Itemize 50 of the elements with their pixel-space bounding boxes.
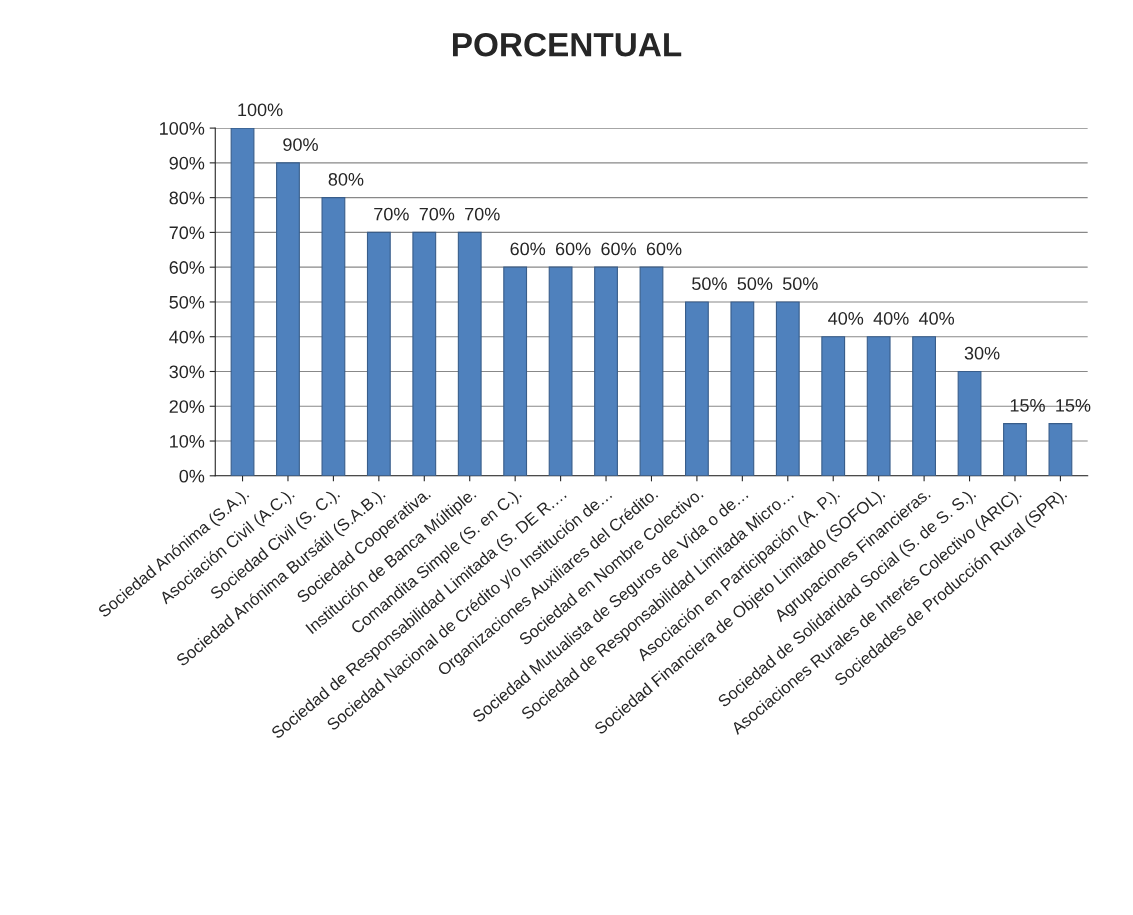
bar bbox=[1003, 423, 1027, 476]
bar bbox=[366, 231, 391, 476]
bar bbox=[684, 301, 709, 476]
y-tick-label: 40% bbox=[169, 330, 205, 344]
bar bbox=[457, 231, 482, 476]
bar bbox=[957, 370, 982, 476]
y-tick-label: 80% bbox=[169, 191, 205, 205]
data-label: 40% bbox=[918, 312, 955, 325]
data-label: 70% bbox=[465, 207, 500, 221]
data-label: 70% bbox=[419, 207, 455, 221]
y-tick-label: 20% bbox=[169, 400, 205, 413]
y-tick-label: 50% bbox=[169, 295, 205, 309]
bar bbox=[866, 336, 891, 476]
bar bbox=[912, 336, 937, 476]
y-tick-label: 60% bbox=[169, 261, 205, 274]
data-label: 60% bbox=[646, 242, 682, 256]
data-label: 15% bbox=[1056, 399, 1091, 412]
data-label: 90% bbox=[283, 138, 318, 151]
bar bbox=[594, 266, 618, 476]
bar bbox=[730, 301, 755, 476]
y-tick-label: 70% bbox=[169, 226, 205, 240]
data-label: 60% bbox=[601, 242, 636, 256]
data-label: 50% bbox=[782, 277, 818, 291]
y-tick-label: 0% bbox=[179, 469, 205, 483]
data-label: 100% bbox=[238, 103, 283, 117]
data-label: 50% bbox=[692, 277, 727, 291]
y-tick-label: 100% bbox=[160, 122, 205, 135]
data-label: 60% bbox=[510, 242, 546, 256]
data-label: 50% bbox=[737, 277, 773, 291]
data-label: 30% bbox=[964, 346, 1000, 360]
chart-title: PORCENTUAL bbox=[452, 32, 682, 57]
data-label: 80% bbox=[328, 172, 364, 186]
data-label: 70% bbox=[374, 207, 409, 221]
bar bbox=[276, 162, 300, 476]
y-tick-label: 90% bbox=[169, 156, 205, 170]
bar bbox=[775, 301, 800, 476]
bar bbox=[321, 197, 346, 476]
data-label: 40% bbox=[828, 312, 864, 325]
bar bbox=[639, 266, 664, 476]
bar bbox=[230, 128, 255, 476]
bar bbox=[821, 336, 846, 476]
data-label: 40% bbox=[873, 312, 909, 325]
bar bbox=[1048, 423, 1073, 476]
data-label: 60% bbox=[555, 242, 591, 256]
y-tick-label: 30% bbox=[169, 365, 205, 379]
bar bbox=[548, 266, 573, 476]
bar bbox=[503, 266, 528, 476]
bar bbox=[412, 231, 437, 476]
y-tick-label: 10% bbox=[170, 434, 205, 448]
data-label: 15% bbox=[1010, 399, 1045, 412]
